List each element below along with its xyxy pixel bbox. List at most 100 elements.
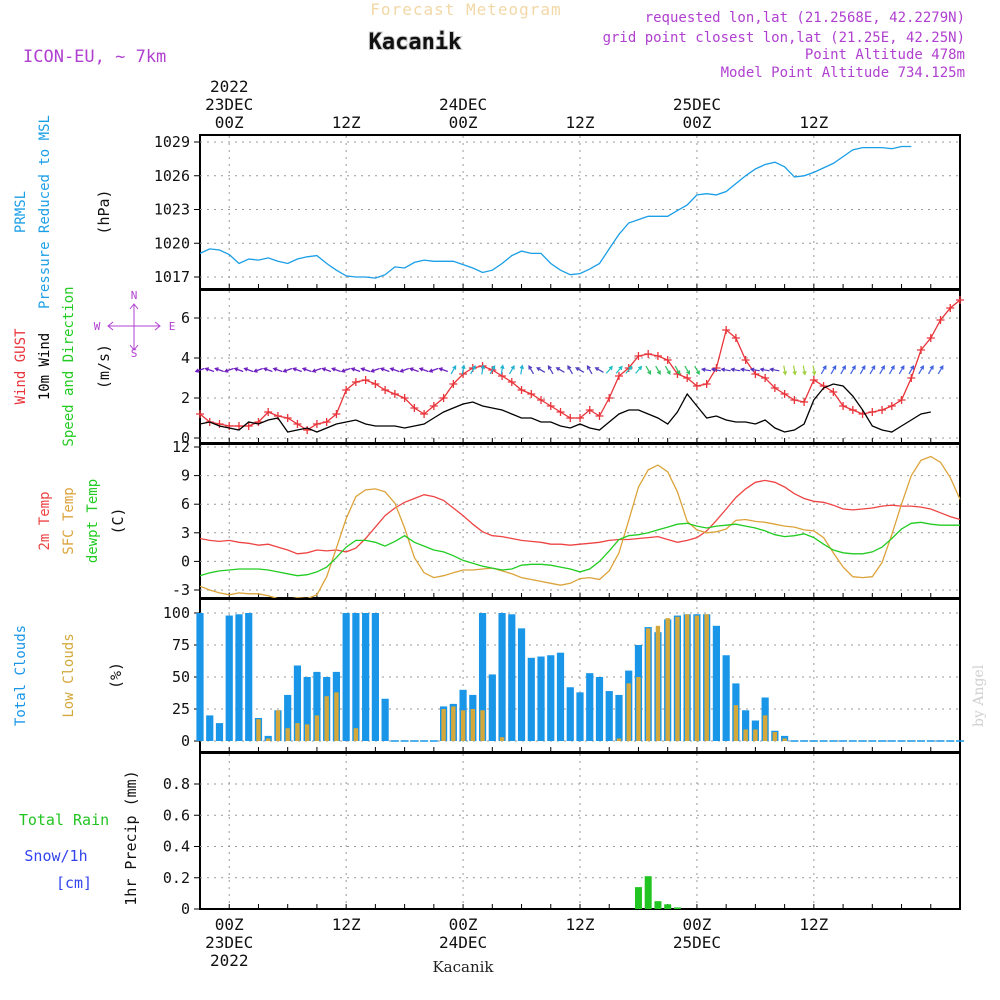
wind-ylabel-1: 10m Wind (37, 333, 53, 400)
gust-marker (829, 388, 838, 396)
wind-direction-arrow (428, 367, 439, 373)
compass-s: S (131, 347, 138, 360)
requested-coords: requested lon,lat (21.2568E, 42.2279N) (645, 10, 965, 26)
wind-direction-arrow (331, 367, 341, 373)
wind-direction-arrow (311, 367, 322, 373)
gust-marker (303, 426, 312, 434)
gust-marker (741, 356, 750, 364)
wind-direction-arrow (739, 367, 751, 372)
precip-label-rain: Total Rain (19, 811, 109, 829)
top-time-label: 25DEC (673, 95, 721, 114)
temperature-line-dewpt-temp (199, 521, 960, 577)
gust-marker (878, 406, 887, 414)
wind-direction-arrow (769, 367, 780, 372)
gust-marker (663, 356, 672, 364)
low-cloud-bar (694, 615, 700, 741)
wind-direction-arrow (528, 365, 535, 375)
wind-direction-arrow (461, 364, 466, 375)
wind-direction-arrow (508, 365, 515, 375)
wind-ytick-label: 4 (181, 349, 190, 367)
precip-ytick-label: 0.6 (163, 806, 190, 824)
bottom-time-label: 2022 (210, 951, 249, 970)
top-time-label: 00Z (215, 113, 244, 132)
compass-arrows-icon (107, 303, 161, 351)
gust-marker (926, 334, 935, 342)
wind-direction-arrow (594, 367, 604, 373)
low-cloud-bar (314, 715, 320, 741)
wind-direction-arrow (840, 365, 846, 375)
low-cloud-bar (470, 709, 476, 741)
model-name: ICON-EU, ~ 7km (23, 47, 166, 67)
compass-n: N (131, 289, 138, 302)
wind-direction-arrow (759, 367, 770, 372)
pressure-ytick-label: 1023 (154, 201, 190, 219)
total-cloud-bar (722, 655, 730, 741)
wind-direction-arrow (301, 367, 312, 373)
rain-bar (644, 876, 652, 909)
top-time-label: 00Z (682, 113, 711, 132)
gust-marker (731, 334, 740, 342)
wind-direction-arrow (850, 365, 856, 375)
temperature-ytick-label: 6 (181, 495, 190, 513)
low-cloud-bar (626, 683, 631, 741)
wind-direction-arrow (811, 365, 817, 376)
plot-root: 1017 1020 1023 1026 1029 PRMSL Pressure Reduce… (13, 77, 964, 970)
low-cloud-bar (636, 677, 641, 741)
wind-direction-arrow (575, 367, 585, 373)
wind-direction-arrow (674, 365, 681, 375)
wind-direction-arrow (389, 367, 400, 373)
wind-direction-arrow (438, 367, 449, 373)
gust-marker (527, 390, 536, 398)
total-cloud-bar (362, 613, 370, 741)
point-altitude: Point Altitude 478m (805, 47, 965, 63)
precip-label-cm: [cm] (56, 874, 92, 892)
gust-marker (595, 412, 604, 420)
temperature-ytick-label: -3 (172, 581, 190, 599)
gust-marker (254, 418, 263, 426)
precip-ytick-label: 0.4 (163, 838, 190, 856)
pressure-unit-label: (hPa) (95, 189, 113, 234)
total-cloud-bar (478, 613, 487, 741)
clouds-ylabel-0: Total Clouds (13, 625, 29, 726)
wind-direction-arrow (350, 367, 361, 373)
gust-marker (614, 372, 623, 380)
wind-direction-arrow (370, 367, 380, 373)
wind-direction-arrow (937, 365, 944, 375)
gust-marker (585, 406, 594, 414)
wind-direction-arrow (418, 367, 429, 373)
wind-direction-arrow (802, 365, 807, 376)
bottom-time-label: 23DEC (205, 933, 253, 952)
gust-marker (790, 396, 799, 404)
low-cloud-bar (704, 614, 709, 741)
wind-direction-arrow (898, 365, 905, 375)
total-cloud-bar (206, 715, 214, 741)
total-cloud-bar (742, 710, 750, 741)
total-cloud-bar (293, 665, 302, 741)
gust-marker (566, 414, 575, 422)
wind-direction-arrow (262, 367, 273, 373)
total-cloud-bar (517, 628, 526, 741)
low-cloud-bar (743, 729, 748, 741)
panel-temperature: -3 0 3 6 9 12 2m Temp SFC Temp dewpt Temp (C) (37, 438, 961, 601)
gust-marker (517, 386, 526, 394)
bottom-time-label: 24DEC (439, 933, 487, 952)
gust-marker (897, 396, 906, 404)
gust-marker (887, 402, 896, 410)
pressure-line-prmsl (199, 145, 912, 279)
gust-marker (556, 408, 565, 416)
wind-direction-arrow (243, 367, 254, 373)
gust-marker (576, 414, 584, 422)
gust-marker (809, 376, 818, 384)
gust-marker (605, 394, 614, 402)
low-cloud-bar (733, 705, 739, 741)
wind-direction-arrow (204, 367, 215, 373)
low-cloud-bar (782, 738, 787, 741)
gust-marker (546, 402, 555, 410)
gust-marker (351, 378, 360, 386)
wind-direction-arrow (749, 367, 760, 372)
total-cloud-bar (566, 687, 574, 741)
model-altitude: Model Point Altitude 734.125m (721, 65, 965, 81)
wind-direction-arrow (879, 365, 885, 375)
total-cloud-bar (303, 677, 311, 741)
